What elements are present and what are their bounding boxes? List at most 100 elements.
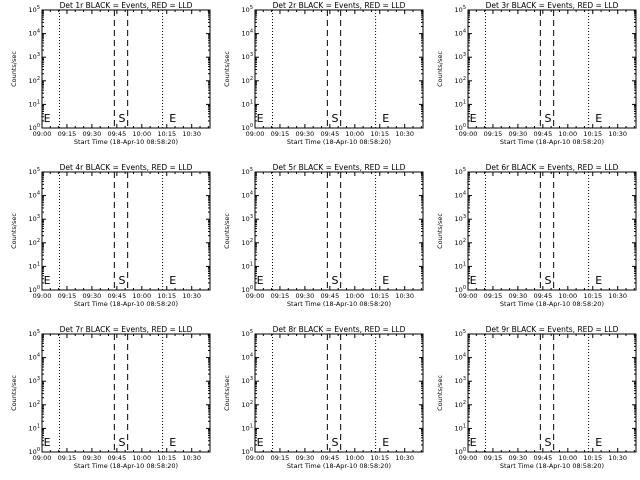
x-tick-label: 09:30: [83, 454, 102, 462]
y-tick-base: 10: [29, 354, 37, 362]
marker-s: S: [332, 274, 339, 287]
y-tick-base: 10: [242, 262, 250, 270]
x-tick-label: 10:30: [608, 292, 627, 300]
y-tick-exponent: 5: [37, 167, 40, 173]
y-tick-exponent: 1: [463, 423, 466, 429]
x-tick-label: 10:00: [132, 130, 151, 138]
x-axis-label: Start Time (18-Apr-10 08:58:20): [74, 300, 178, 308]
marker-s: S: [119, 436, 126, 449]
y-tick-base: 10: [455, 124, 463, 132]
y-tick-label: 105: [242, 329, 253, 338]
x-tick-label: 09:45: [320, 130, 339, 138]
x-tick-label: 09:00: [33, 130, 52, 138]
detector-panel: Det 2r BLACK = Events, RED = LLD 09:00 09:…: [223, 1, 424, 146]
x-tick-label: 09:45: [533, 292, 552, 300]
detector-panel: Det 6r BLACK = Events, RED = LLD 09:00 09:…: [436, 163, 637, 308]
plot-frame: [467, 171, 637, 291]
y-tick-base: 10: [455, 6, 463, 14]
x-tick-label: 10:15: [157, 130, 176, 138]
marker-s: S: [119, 112, 126, 125]
y-tick-exponent: 3: [463, 52, 466, 58]
y-tick-base: 10: [455, 239, 463, 247]
y-axis-label: Counts/sec: [10, 375, 18, 411]
marker-e: E: [257, 436, 264, 449]
y-tick-exponent: 4: [37, 353, 40, 359]
y-axis-label: Counts/sec: [436, 213, 444, 249]
y-tick-exponent: 3: [37, 376, 40, 382]
x-tick-label: 10:30: [182, 454, 201, 462]
y-tick-label: 100: [242, 447, 253, 456]
y-tick-base: 10: [455, 354, 463, 362]
plot-frame: [41, 333, 211, 453]
y-tick-exponent: 0: [463, 123, 466, 129]
x-tick-label: 09:30: [509, 292, 528, 300]
y-tick-exponent: 3: [250, 52, 253, 58]
x-tick-label: 09:15: [58, 292, 77, 300]
x-axis-label: Start Time (18-Apr-10 08:58:20): [500, 138, 604, 146]
marker-e: E: [595, 112, 602, 125]
y-tick-label: 104: [455, 191, 466, 200]
x-tick-label: 09:45: [533, 454, 552, 462]
x-axis-label: Start Time (18-Apr-10 08:58:20): [500, 300, 604, 308]
marker-e: E: [382, 436, 389, 449]
y-tick-exponent: 2: [37, 238, 40, 244]
y-axis-label: Counts/sec: [10, 51, 18, 87]
y-tick-base: 10: [242, 354, 250, 362]
y-tick-exponent: 2: [463, 238, 466, 244]
plot-frame: [254, 9, 424, 129]
y-tick-label: 105: [242, 167, 253, 176]
panel-title: Det 7r BLACK = Events, RED = LLD: [60, 325, 193, 334]
y-tick-exponent: 4: [37, 29, 40, 35]
y-tick-exponent: 1: [37, 99, 40, 105]
y-tick-exponent: 4: [250, 353, 253, 359]
y-tick-base: 10: [242, 192, 250, 200]
x-tick-label: 09:30: [509, 130, 528, 138]
marker-e: E: [169, 436, 176, 449]
y-tick-label: 101: [29, 423, 40, 432]
x-tick-label: 10:15: [583, 130, 602, 138]
x-axis-label: Start Time (18-Apr-10 08:58:20): [74, 462, 178, 470]
detector-panel: Det 4r BLACK = Events, RED = LLD 09:00 09:…: [10, 163, 211, 308]
marker-s: S: [119, 274, 126, 287]
y-tick-label: 101: [455, 261, 466, 270]
y-tick-exponent: 1: [250, 99, 253, 105]
y-tick-label: 101: [455, 99, 466, 108]
y-tick-base: 10: [29, 330, 37, 338]
y-tick-label: 105: [455, 5, 466, 14]
detector-panel: Det 5r BLACK = Events, RED = LLD 09:00 09:…: [223, 163, 424, 308]
y-tick-base: 10: [242, 124, 250, 132]
y-tick-exponent: 0: [250, 285, 253, 291]
plot-frame: [41, 9, 211, 129]
y-tick-label: 104: [455, 29, 466, 38]
y-tick-exponent: 5: [37, 329, 40, 335]
x-tick-label: 09:30: [509, 454, 528, 462]
y-tick-label: 104: [29, 353, 40, 362]
marker-e: E: [382, 274, 389, 287]
marker-s: S: [545, 112, 552, 125]
y-tick-base: 10: [29, 262, 37, 270]
y-tick-exponent: 5: [463, 5, 466, 11]
marker-e: E: [470, 436, 477, 449]
y-tick-label: 100: [29, 447, 40, 456]
y-tick-base: 10: [242, 330, 250, 338]
y-tick-base: 10: [455, 168, 463, 176]
y-tick-exponent: 2: [37, 76, 40, 82]
y-tick-label: 104: [29, 29, 40, 38]
x-tick-label: 10:30: [182, 292, 201, 300]
y-tick-label: 101: [242, 261, 253, 270]
y-tick-exponent: 5: [250, 329, 253, 335]
y-tick-base: 10: [455, 401, 463, 409]
y-tick-base: 10: [29, 239, 37, 247]
panel-title: Det 6r BLACK = Events, RED = LLD: [486, 163, 619, 172]
panel-title: Det 1r BLACK = Events, RED = LLD: [60, 1, 193, 10]
y-tick-base: 10: [242, 30, 250, 38]
y-tick-label: 105: [29, 329, 40, 338]
y-tick-base: 10: [29, 53, 37, 61]
x-tick-label: 10:15: [583, 292, 602, 300]
x-tick-label: 10:30: [608, 130, 627, 138]
x-tick-label: 10:30: [395, 292, 414, 300]
y-tick-label: 103: [242, 52, 253, 61]
x-tick-label: 10:30: [395, 130, 414, 138]
marker-e: E: [169, 274, 176, 287]
